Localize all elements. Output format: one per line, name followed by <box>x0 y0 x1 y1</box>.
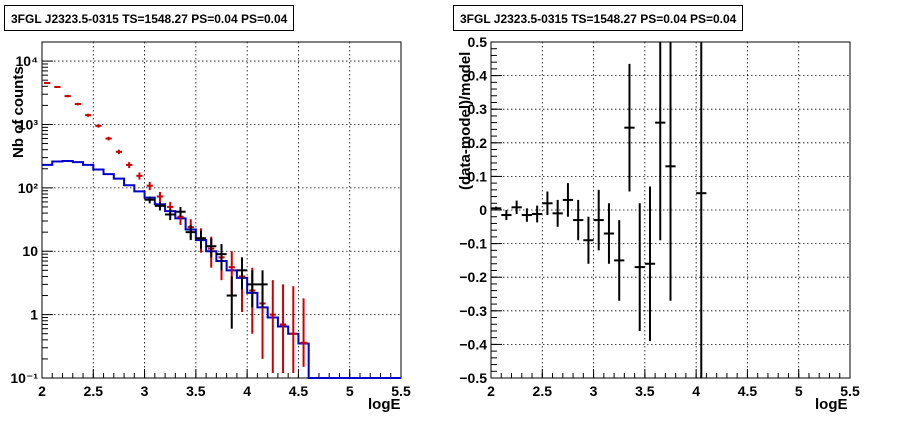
x-tick-label: 5.5 <box>391 383 411 399</box>
counts-x-axis-label: logE <box>368 396 401 413</box>
counts-chart: 2 2.5 3 3.5 4 4.5 5 5.5 10⁻¹ 1 10 10² 10³ 10⁴ <box>10 41 411 399</box>
x-tick-label: 3.5 <box>186 383 206 399</box>
x-tick-label: 2 <box>487 383 495 399</box>
counts-chart-title: 3FGL J2323.5-0315 TS=1548.27 PS=0.04 PS=… <box>4 5 295 31</box>
residuals-chart-title: 3FGL J2323.5-0315 TS=1548.27 PS=0.04 PS=… <box>453 5 744 31</box>
x-tick-label: 3 <box>590 383 598 399</box>
y-tick-label: 0.5 <box>468 34 488 50</box>
x-tick-label: 4.5 <box>738 383 758 399</box>
x-tick-label: 3.5 <box>635 383 655 399</box>
residuals-x-axis-label: logE <box>815 396 848 413</box>
x-tick-label: 2 <box>38 383 46 399</box>
y-tick-label: 0.1 <box>468 168 488 184</box>
y-tick-label: 10² <box>18 180 39 196</box>
y-tick-label: 0.2 <box>468 135 488 151</box>
y-tick-label: −0.5 <box>459 370 487 386</box>
x-tick-label: 5 <box>346 383 354 399</box>
y-tick-label: 10⁴ <box>16 53 39 69</box>
x-tick-label: 2.5 <box>533 383 553 399</box>
y-tick-label: −0.1 <box>459 236 487 252</box>
y-tick-label: 0.3 <box>468 101 488 117</box>
y-tick-label: 0.4 <box>468 68 488 84</box>
y-tick-label: −0.3 <box>459 303 487 319</box>
x-tick-label: 5 <box>795 383 803 399</box>
plot-frame <box>41 41 402 379</box>
counts-y-axis-label: Nb of counts <box>10 66 27 158</box>
x-tick-label: 2.5 <box>84 383 104 399</box>
y-tick-label: 10⁻¹ <box>10 370 38 386</box>
x-tick-label: 5.5 <box>840 383 860 399</box>
x-tick-label: 3 <box>141 383 149 399</box>
y-tick-label: −0.2 <box>459 269 487 285</box>
y-tick-label: 1 <box>30 307 38 323</box>
y-tick-label: 0 <box>479 202 487 218</box>
residuals-panel: 2 2.5 3 3.5 4 4.5 5 5.5 −0.5 −0.4 −0.3 −0.2 −0.1 0 0.1… <box>449 0 898 421</box>
y-tick-label: 10 <box>22 243 38 259</box>
y-tick-label: −0.4 <box>459 336 487 352</box>
residuals-y-axis-label: (data-model)/model <box>457 51 474 190</box>
x-tick-label: 4 <box>243 383 251 399</box>
x-tick-label: 4.5 <box>289 383 309 399</box>
counts-panel: 2 2.5 3 3.5 4 4.5 5 5.5 10⁻¹ 1 10 10² 10³ 10⁴ 3FGL J2… <box>4 5 411 413</box>
x-tick-label: 4 <box>692 383 700 399</box>
residuals-chart: 2 2.5 3 3.5 4 4.5 5 5.5 −0.5 −0.4 −0.3 −0.2 −0.1 0 0.1… <box>459 34 860 399</box>
y-tick-label: 10³ <box>18 116 39 132</box>
